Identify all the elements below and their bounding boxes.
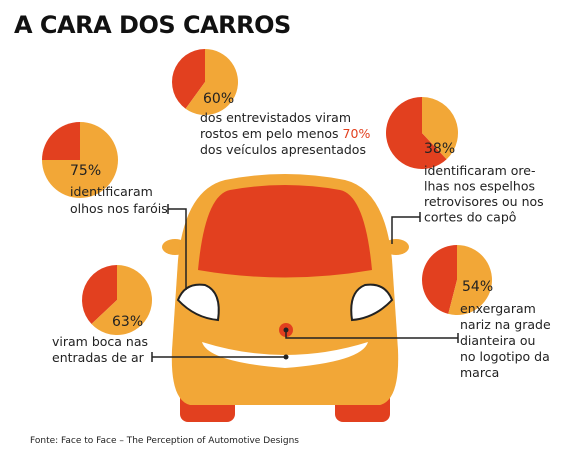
caption-text: enxergaram — [460, 301, 536, 316]
pointers — [151, 204, 459, 362]
pie-remainder — [422, 245, 457, 314]
caption-line: no logotipo da — [460, 349, 550, 364]
caption-line: nariz na grade — [460, 317, 551, 332]
caption-text: rostos em pelo menos — [200, 126, 343, 141]
pie-remainder — [82, 265, 117, 324]
pie-value-label: 60% — [203, 91, 234, 107]
pie-slice — [185, 49, 238, 115]
caption-text: entradas de ar — [52, 350, 145, 365]
pie-slice — [448, 245, 493, 316]
caption-text: 70% — [343, 126, 371, 141]
pie-value-label: 63% — [112, 314, 143, 330]
caption-line: rostos em pelo menos 70% — [200, 126, 370, 141]
caption-line: olhos nos faróis — [70, 201, 168, 216]
caption-text: dos veículos apresentados — [200, 142, 366, 157]
caption-line: entradas de ar — [52, 350, 145, 365]
caption-line: identificaram — [70, 184, 153, 199]
caption-text: retrovisores ou nos — [424, 194, 544, 209]
pie-value-label: 75% — [70, 163, 101, 179]
caption-line: viram boca nas — [52, 334, 148, 349]
pie-slice — [42, 122, 118, 198]
pie-value-label: 54% — [462, 279, 493, 295]
pie-remainder — [42, 122, 80, 160]
pie-value-label: 38% — [424, 141, 455, 157]
caption-line: retrovisores ou nos — [424, 194, 544, 209]
caption-text: viram boca nas — [52, 334, 148, 349]
caption-text: dos entrevistados viram — [200, 110, 351, 125]
caption-line: cortes do capô — [424, 210, 516, 225]
pie-remainder — [172, 49, 205, 109]
caption-text: dianteira ou — [460, 333, 535, 348]
caption-line: identificaram ore- — [424, 163, 535, 178]
pie-remainder — [386, 97, 447, 169]
caption-line: dos veículos apresentados — [200, 142, 366, 157]
caption-text: nariz na grade — [460, 317, 551, 332]
caption-text: identificaram — [70, 184, 153, 199]
car — [162, 174, 409, 422]
caption-line: marca — [460, 365, 499, 380]
caption-line: enxergaram — [460, 301, 536, 316]
caption-line: dos entrevistados viram — [200, 110, 351, 125]
caption-text: lhas nos espelhos — [424, 179, 535, 194]
caption-text: no logotipo da — [460, 349, 550, 364]
caption-line: dianteira ou — [460, 333, 535, 348]
caption-text: cortes do capô — [424, 210, 516, 225]
pie-slice — [91, 265, 153, 335]
title: A CARA DOS CARROS — [14, 11, 291, 39]
caption-line: lhas nos espelhos — [424, 179, 535, 194]
caption-text: marca — [460, 365, 499, 380]
caption-text: olhos nos faróis — [70, 201, 168, 216]
caption-text: identificaram ore- — [424, 163, 535, 178]
source: Fonte: Face to Face – The Perception of … — [30, 436, 299, 446]
pie-slice — [422, 97, 459, 160]
